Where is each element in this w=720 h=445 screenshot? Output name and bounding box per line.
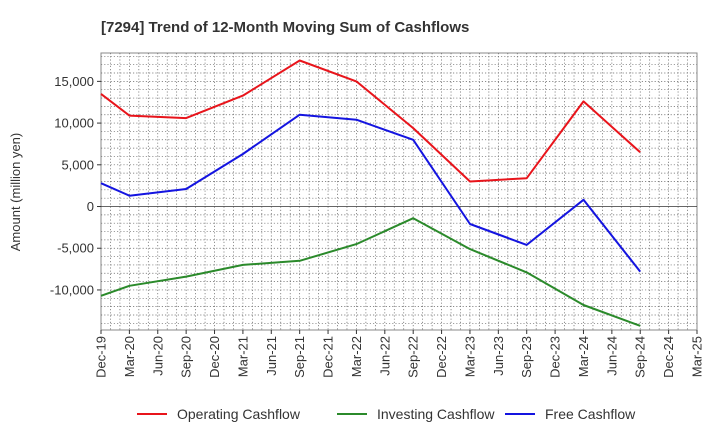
x-tick-label: Sep-21	[292, 336, 307, 378]
x-tick-label: Sep-23	[519, 336, 534, 378]
y-tick-label: 0	[87, 199, 94, 214]
x-tick-label: Jun-22	[377, 336, 392, 376]
x-tick-label: Mar-21	[235, 336, 250, 377]
legend-label: Operating Cashflow	[177, 406, 301, 422]
legend: Operating Cashflow Investing Cashflow Free…	[137, 406, 636, 422]
plot-frame	[100, 52, 698, 331]
y-tick-label: 5,000	[61, 157, 94, 172]
series-layer	[100, 59, 641, 327]
x-tick-label: Dec-24	[661, 336, 676, 378]
legend-label: Free Cashflow	[545, 406, 636, 422]
y-tick-label: 10,000	[54, 116, 94, 131]
x-tick-label: Sep-22	[406, 336, 421, 378]
x-tick-label: Dec-21	[321, 336, 336, 378]
x-tick-label: Jun-21	[264, 336, 279, 376]
x-tick-label: Mar-25	[690, 336, 705, 377]
x-tick-label: Mar-23	[462, 336, 477, 377]
x-tick-label: Jun-20	[150, 336, 165, 376]
series-line	[100, 217, 641, 327]
x-tick-label: Dec-22	[434, 336, 449, 378]
x-tick-label: Mar-24	[576, 336, 591, 377]
series-line	[100, 59, 641, 183]
y-tick-label: 15,000	[54, 74, 94, 89]
y-tick-label: -10,000	[50, 282, 94, 297]
x-tick-label: Jun-24	[604, 336, 619, 376]
x-tick-label: Sep-24	[633, 336, 648, 378]
y-axis-label: Amount (million yen)	[8, 133, 23, 252]
x-tick-label: Sep-20	[179, 336, 194, 378]
y-tick-label: -5,000	[57, 241, 94, 256]
grid-layer	[100, 52, 698, 331]
chart-title: [7294] Trend of 12-Month Moving Sum of C…	[101, 19, 469, 36]
x-tick-label: Dec-19	[94, 336, 109, 378]
series-line	[100, 113, 641, 273]
x-tick-label: Dec-23	[548, 336, 563, 378]
x-tick-label: Mar-22	[349, 336, 364, 377]
x-tick-label: Dec-20	[207, 336, 222, 378]
legend-label: Investing Cashflow	[377, 406, 495, 422]
x-tick-label: Jun-23	[491, 336, 506, 376]
axis-layer: -10,000 -5,000 0 5,000 10,000 15,000 Dec-19 Mar…	[50, 74, 705, 378]
x-tick-label: Mar-20	[122, 336, 137, 377]
